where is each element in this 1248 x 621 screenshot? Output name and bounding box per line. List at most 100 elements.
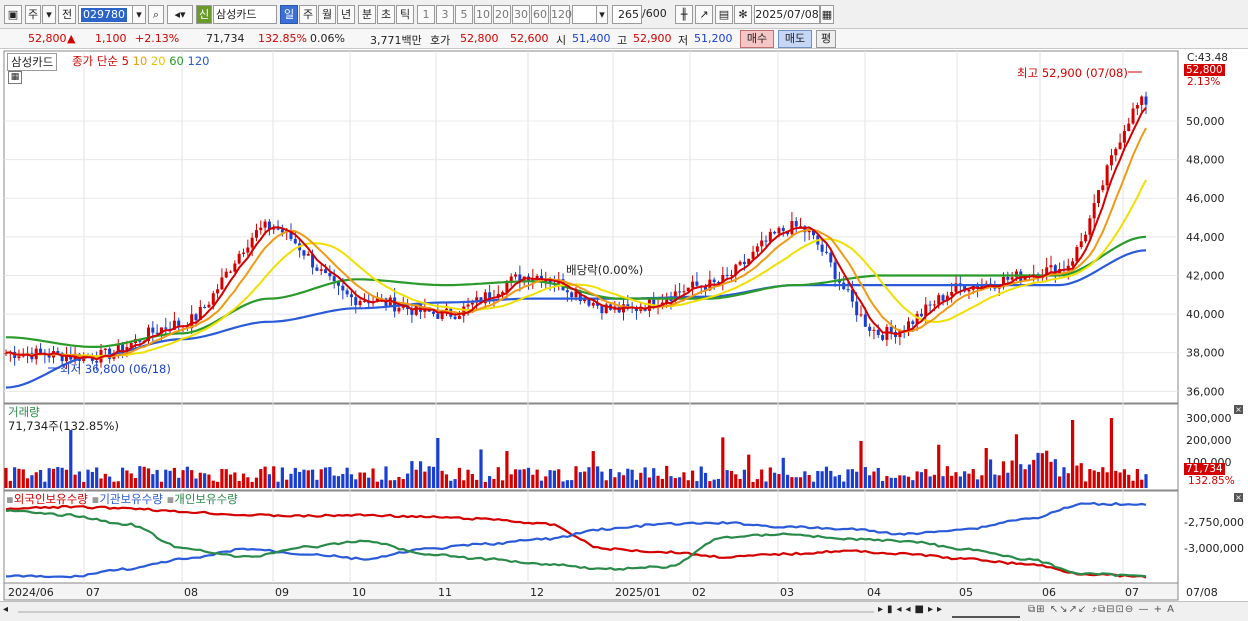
interval-120[interactable]: 120 xyxy=(550,5,572,24)
count-input[interactable]: 265 xyxy=(612,5,642,24)
candle-body xyxy=(501,292,505,294)
volume-bar xyxy=(842,481,846,488)
period-year[interactable]: 년 xyxy=(337,5,355,24)
volume-bar xyxy=(146,468,151,488)
interval-3[interactable]: 3 xyxy=(436,5,454,24)
candle-body xyxy=(812,230,815,236)
volume-bar xyxy=(358,472,362,488)
volume-bar xyxy=(643,467,647,488)
volume-bar xyxy=(544,476,548,488)
close-holding-panel-icon[interactable]: × xyxy=(1234,493,1243,502)
save-icon[interactable]: ▤ xyxy=(715,5,733,24)
scroll-bar[interactable]: ◂ ▸▮◂◂■▸▸ ⧉⊞ ↖↘↗↙ ⤴⧉⊟⊡⊖ — + A xyxy=(0,601,1248,621)
ma-60-label: 60 xyxy=(169,54,184,68)
volume-bar xyxy=(177,477,181,488)
candle-body xyxy=(535,275,539,279)
scroll-track[interactable] xyxy=(18,611,874,613)
price-panel[interactable] xyxy=(3,50,1179,404)
market-select[interactable]: 주 xyxy=(25,5,41,24)
playback-controls[interactable]: ▸▮◂◂■▸▸ xyxy=(878,604,947,615)
table-icon[interactable]: ▦ xyxy=(8,71,22,84)
candle-body xyxy=(401,305,405,308)
candle-body xyxy=(147,327,150,341)
sell-button[interactable]: 매도 xyxy=(778,30,812,48)
scroll-left-icon[interactable]: ◂ xyxy=(3,604,9,615)
holding-tick-label: -2,750,000 xyxy=(1184,516,1244,529)
price-tick-label: 36,000 xyxy=(1186,385,1225,398)
volume-bar xyxy=(38,469,43,488)
holding-panel[interactable] xyxy=(3,490,1179,584)
candle-body xyxy=(919,313,923,317)
candle-body xyxy=(397,307,401,312)
interval-20[interactable]: 20 xyxy=(493,5,511,24)
volume-bar xyxy=(911,480,915,488)
market-dropdown-icon[interactable]: ▾ xyxy=(42,5,56,24)
prev-button[interactable]: 전 xyxy=(58,5,76,24)
search-icon[interactable]: ⌕ xyxy=(148,5,164,24)
interval-30[interactable]: 30 xyxy=(512,5,530,24)
volume-bar xyxy=(699,466,703,488)
stock-code-input[interactable]: 029780 xyxy=(78,5,146,24)
calendar-icon[interactable]: ▦ xyxy=(820,5,834,24)
interval-5[interactable]: 5 xyxy=(455,5,473,24)
volume-bar xyxy=(647,477,652,488)
volume-bar xyxy=(488,476,492,488)
close-volume-panel-icon[interactable]: × xyxy=(1234,405,1243,414)
volume-bar xyxy=(25,478,30,488)
volume-bar xyxy=(241,473,246,488)
candle-body xyxy=(665,299,669,303)
speaker-icon[interactable]: ◂▾ xyxy=(167,5,193,24)
volume-bar xyxy=(777,474,781,488)
volume-bar xyxy=(639,472,643,488)
date-input[interactable]: 2025/07/08 xyxy=(754,5,820,24)
period-week[interactable]: 주 xyxy=(299,5,317,24)
volume-bar xyxy=(971,469,975,488)
interval-dropdown-icon[interactable]: ▾ xyxy=(596,5,608,24)
chart-icon[interactable]: ▣ xyxy=(4,5,22,24)
candle-body xyxy=(1122,131,1126,143)
price-tick-label: 44,000 xyxy=(1186,231,1225,244)
interval-60[interactable]: 60 xyxy=(531,5,549,24)
volume-bar xyxy=(1023,469,1027,488)
volume-bar xyxy=(656,475,660,488)
volume-bar xyxy=(17,468,21,488)
period-month[interactable]: 월 xyxy=(318,5,336,24)
evaluate-button[interactable]: 평 xyxy=(816,30,836,48)
x-axis-labels: 2024/06 07 08 09 10 11 12 2025/01 02 03 04 05 06 07 07… xyxy=(8,586,1218,599)
volume-bar xyxy=(829,470,833,488)
stock-chart[interactable]: 2024/06 07 08 09 10 11 12 2025/01 02 03 04 05 06 07 07… xyxy=(0,49,1248,601)
candle-body xyxy=(198,306,202,321)
volume-bar xyxy=(207,474,211,488)
period-day[interactable]: 일 xyxy=(280,5,298,24)
volume-bar xyxy=(993,474,997,488)
volume-bar xyxy=(552,470,557,488)
candle-body xyxy=(764,240,768,242)
volume-tick-label: 300,000 xyxy=(1186,412,1232,425)
volume-bar xyxy=(375,481,379,488)
period-second[interactable]: 초 xyxy=(377,5,395,24)
axis-change-pct: 2.13% xyxy=(1187,76,1221,88)
candle-body xyxy=(1075,247,1079,262)
volume-bar xyxy=(159,481,164,488)
candle-body xyxy=(686,287,690,292)
candle-icon[interactable]: ╫ xyxy=(675,5,693,24)
drawing-tools[interactable]: ⧉⊞ ↖↘↗↙ ⤴⧉⊟⊡⊖ — + A xyxy=(1028,604,1176,615)
period-tick[interactable]: 틱 xyxy=(396,5,414,24)
gear-icon[interactable]: ✻ xyxy=(734,5,752,24)
candle-body xyxy=(319,269,323,271)
period-minute[interactable]: 분 xyxy=(358,5,376,24)
interval-1[interactable]: 1 xyxy=(417,5,435,24)
volume-bar xyxy=(958,476,962,488)
buy-button[interactable]: 매수 xyxy=(740,30,774,48)
interval-10[interactable]: 10 xyxy=(474,5,492,24)
draw-icon[interactable]: ↗ xyxy=(695,5,713,24)
candle-body xyxy=(125,347,129,353)
candle-body xyxy=(518,274,522,283)
volume-bar xyxy=(1114,470,1118,488)
volume-bar xyxy=(164,469,168,488)
code-dropdown-icon[interactable]: ▾ xyxy=(132,5,146,24)
zoom-slider[interactable] xyxy=(952,606,1020,618)
volume-bar xyxy=(453,479,457,488)
volume-bar xyxy=(669,476,673,488)
candle-body xyxy=(1071,261,1075,266)
